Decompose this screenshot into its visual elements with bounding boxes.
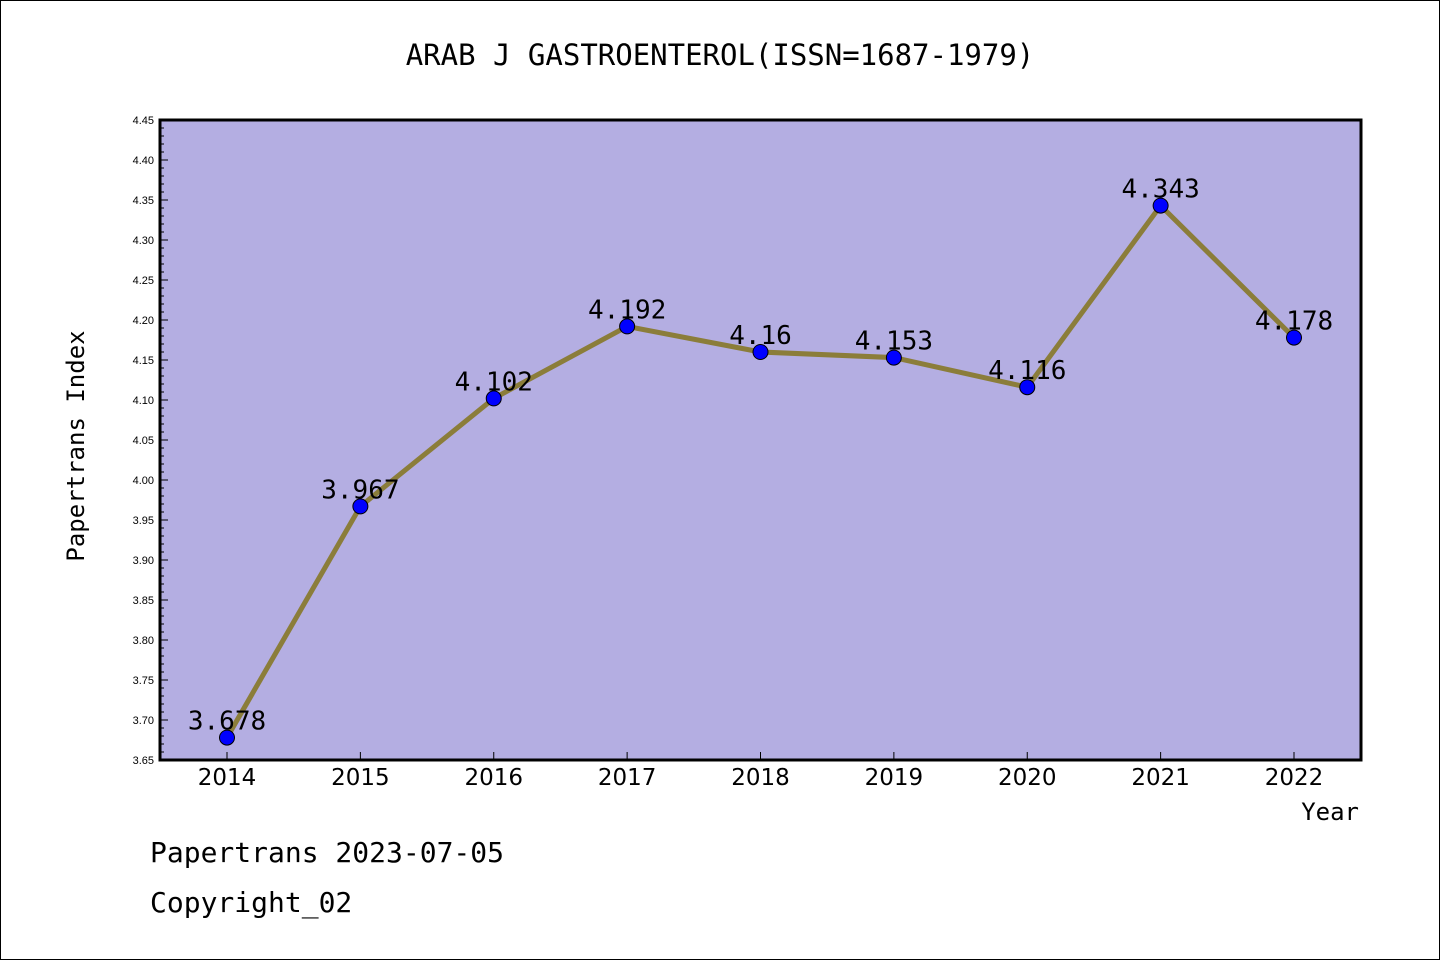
data-label: 3.967 — [321, 475, 399, 505]
data-label: 4.192 — [588, 295, 666, 325]
x-tick-label: 2022 — [1265, 765, 1324, 791]
data-point-marker — [752, 344, 769, 360]
data-label: 3.678 — [188, 707, 266, 737]
y-tick-label: 4.10 — [133, 395, 154, 407]
series-markers — [219, 197, 1302, 746]
data-point-marker — [619, 318, 636, 335]
y-tick-label: 4.30 — [133, 235, 154, 247]
data-label: 4.16 — [729, 321, 792, 351]
x-tick-label: 2021 — [1131, 765, 1190, 791]
y-tick-label: 3.85 — [133, 595, 154, 607]
data-point-marker — [219, 729, 235, 746]
y-tick-label: 4.15 — [133, 355, 154, 367]
data-label: 4.102 — [455, 367, 533, 397]
y-tick-label: 3.65 — [133, 755, 154, 767]
x-tick-label: 2020 — [998, 765, 1057, 791]
y-tick-label: 3.75 — [133, 675, 154, 687]
x-axis-label: Year — [1301, 798, 1359, 826]
data-point-marker — [352, 498, 369, 515]
y-tick-label: 3.70 — [133, 715, 154, 727]
y-tick-label: 4.05 — [133, 435, 154, 447]
x-tick-label: 2017 — [598, 765, 657, 791]
x-tick-label: 2018 — [731, 765, 790, 791]
data-point-marker — [885, 349, 902, 366]
data-point-marker — [485, 390, 502, 407]
footer-date: Papertrans 2023-07-05 — [150, 836, 505, 869]
y-tick-label: 3.95 — [133, 515, 154, 527]
data-point-marker — [1286, 329, 1302, 346]
y-tick-label: 4.40 — [133, 155, 154, 167]
data-point-marker — [1019, 379, 1036, 396]
data-labels: 3.678 3.967 4.102 4.192 4.16 4.153 4.116 4.343 4… — [188, 175, 1333, 737]
y-tick-label: 3.90 — [133, 555, 154, 567]
y-tick-label: 3.80 — [133, 635, 154, 647]
data-label: 4.153 — [855, 327, 933, 357]
data-point-marker — [1152, 197, 1169, 214]
x-tick-label: 2014 — [198, 765, 257, 791]
plot-area — [160, 120, 1361, 760]
data-label: 4.116 — [988, 356, 1066, 386]
footer-copyright: Copyright_02 — [150, 886, 353, 919]
y-tick-label: 4.00 — [133, 475, 154, 487]
chart-title: ARAB J GASTROENTEROL(ISSN=1687-1979) — [405, 38, 1035, 72]
data-label: 4.343 — [1121, 175, 1199, 205]
y-tick-label: 4.35 — [133, 195, 154, 207]
y-axis: 3.65 3.70 3.75 3.80 3.85 3.90 3.95 4.00 4.05 4.10… — [133, 115, 168, 767]
y-tick-label: 4.45 — [133, 115, 154, 127]
y-tick-label: 4.20 — [133, 315, 154, 327]
plot-border — [158, 118, 1363, 762]
y-tick-label: 4.25 — [133, 275, 154, 287]
x-tick-label: 2016 — [464, 765, 523, 791]
x-tick-label: 2019 — [865, 765, 924, 791]
x-tick-label: 2015 — [331, 765, 390, 791]
x-axis: 2014 2015 2016 2017 2018 2019 2020 2021 2022 — [198, 752, 1324, 791]
data-label: 4.178 — [1255, 307, 1333, 337]
